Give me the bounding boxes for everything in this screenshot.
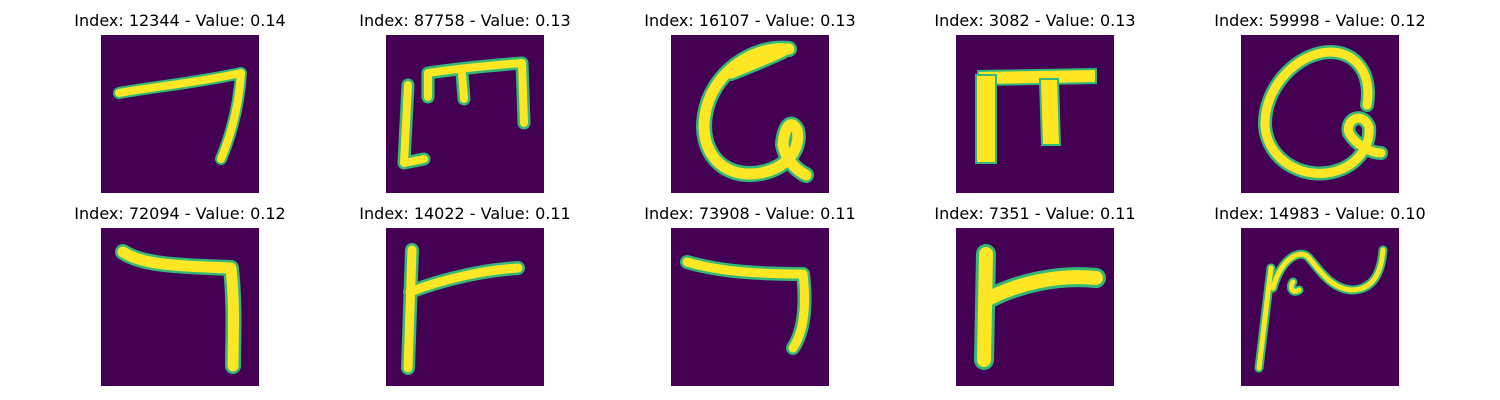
glyph-image: [1241, 228, 1399, 386]
glyph-image: [386, 35, 544, 193]
panel-title: Index: 12344 - Value: 0.14: [74, 11, 286, 30]
panel-title: Index: 16107 - Value: 0.13: [644, 11, 856, 30]
panel-title: Index: 14983 - Value: 0.10: [1214, 204, 1426, 223]
panel-title: Index: 87758 - Value: 0.13: [359, 11, 571, 30]
glyph-image: [101, 228, 259, 386]
glyph-image: [671, 35, 829, 193]
panel-title: Index: 59998 - Value: 0.12: [1214, 11, 1426, 30]
panel-title: Index: 72094 - Value: 0.12: [74, 204, 286, 223]
panel-title: Index: 14022 - Value: 0.11: [359, 204, 571, 223]
glyph-image: [956, 35, 1114, 193]
glyph-image: [956, 228, 1114, 386]
glyph-image: [101, 35, 259, 193]
glyph-image: [671, 228, 829, 386]
glyph-image: [1241, 35, 1399, 193]
panel-title: Index: 73908 - Value: 0.11: [644, 204, 856, 223]
panel-title: Index: 7351 - Value: 0.11: [934, 204, 1136, 223]
panel-title: Index: 3082 - Value: 0.13: [934, 11, 1136, 30]
glyph-image: [386, 228, 544, 386]
